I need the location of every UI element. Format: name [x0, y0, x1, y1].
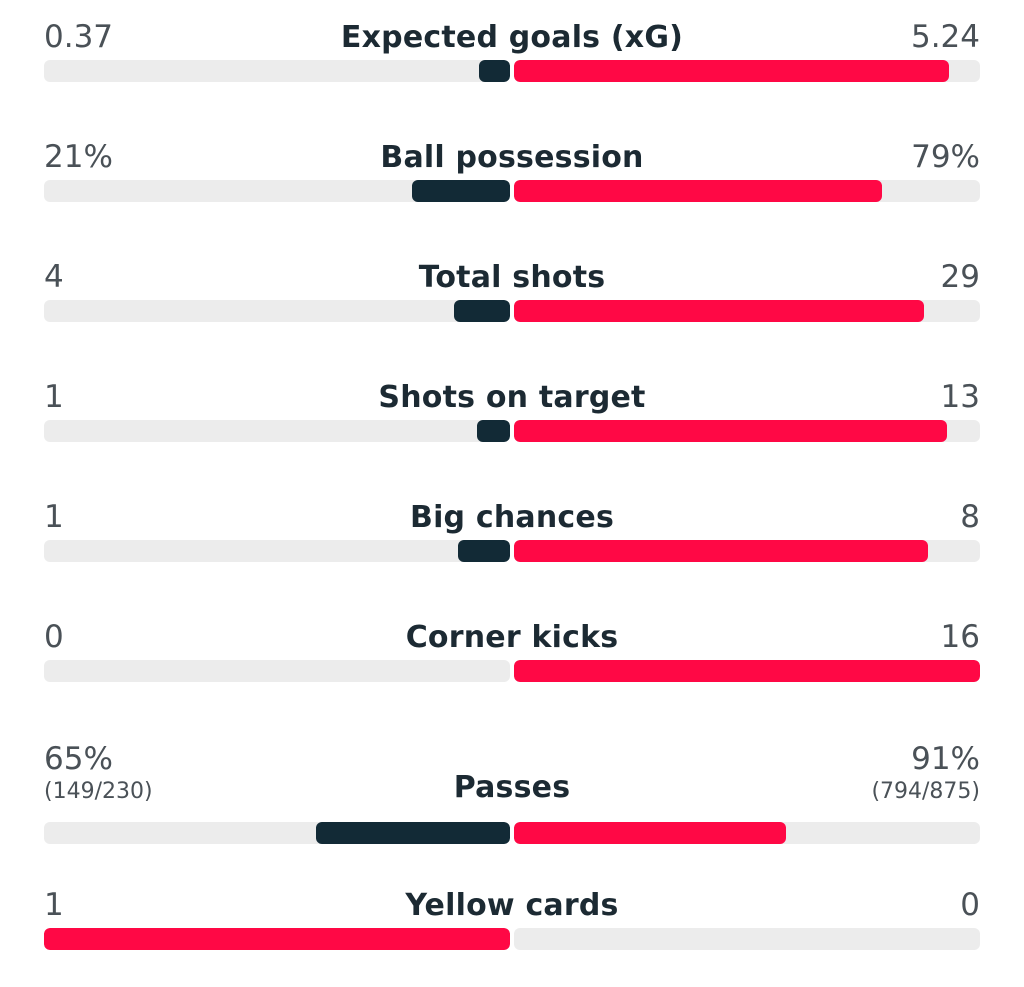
stat-label: Total shots [418, 260, 606, 295]
home-bar-fill [476, 420, 510, 442]
away-bar-track [514, 420, 980, 442]
away-value: 5.24 [910, 19, 980, 55]
stat-row-ball-possession: 21% Ball possession 79% [44, 120, 980, 202]
stat-row-shots-on-target: 1 Shots on target 13 [44, 360, 980, 442]
stat-label: Big chances [410, 500, 614, 535]
stat-label: Passes [453, 770, 571, 805]
stat-row-passes: 65% (149/230) Passes 91% (794/875) [44, 722, 980, 844]
home-value: 1 [44, 887, 64, 923]
away-bar-fill [514, 822, 786, 844]
away-value-detail: (794/875) [871, 779, 980, 805]
home-bar-track [44, 180, 510, 202]
away-value: 0 [960, 887, 980, 923]
stat-label: Ball possession [380, 140, 644, 175]
home-bar-track [44, 420, 510, 442]
away-bar-fill [514, 540, 929, 562]
home-value: 1 [44, 499, 64, 535]
stat-row-big-chances: 1 Big chances 8 [44, 480, 980, 562]
away-value: 79% [911, 139, 980, 175]
away-bar-fill [514, 300, 924, 322]
away-value: 8 [960, 499, 980, 535]
home-value: 1 [44, 379, 64, 415]
home-value-detail: (149/230) [44, 779, 153, 805]
away-bar-track [514, 928, 980, 950]
stat-label: Shots on target [378, 380, 646, 415]
home-value: 21% [44, 139, 113, 175]
away-value: 91% (794/875) [871, 742, 980, 804]
home-bar-fill [44, 928, 510, 950]
home-bar-fill [412, 180, 510, 202]
stat-row-corner-kicks: 0 Corner kicks 16 [44, 600, 980, 682]
away-bar-track [514, 300, 980, 322]
away-bar-track [514, 822, 980, 844]
home-bar-track [44, 300, 510, 322]
home-value: 4 [44, 259, 64, 295]
stat-label: Yellow cards [405, 888, 619, 923]
away-bar-track [514, 540, 980, 562]
away-value: 13 [940, 379, 980, 415]
home-value: 0 [44, 619, 64, 655]
away-bar-fill [514, 180, 883, 202]
stat-label: Corner kicks [405, 620, 619, 655]
stat-row-yellow-cards: 1 Yellow cards 0 [44, 868, 980, 950]
away-value: 29 [940, 259, 980, 295]
stat-row-total-shots: 4 Total shots 29 [44, 240, 980, 322]
home-bar-fill [458, 540, 510, 562]
home-bar-track [44, 928, 510, 950]
away-bar-fill [514, 60, 950, 82]
home-bar-track [44, 660, 510, 682]
away-bar-track [514, 180, 980, 202]
home-bar-track [44, 822, 510, 844]
away-value-primary: 91% [911, 741, 980, 777]
home-value: 65% (149/230) [44, 742, 153, 804]
away-value: 16 [940, 619, 980, 655]
home-bar-track [44, 540, 510, 562]
away-bar-track [514, 60, 980, 82]
home-bar-track [44, 60, 510, 82]
home-value: 0.37 [44, 19, 114, 55]
stat-label: Expected goals (xG) [340, 20, 684, 55]
home-value-primary: 65% [44, 741, 113, 777]
away-bar-fill [514, 420, 947, 442]
home-bar-fill [315, 822, 510, 844]
away-bar-track [514, 660, 980, 682]
home-bar-fill [453, 300, 510, 322]
home-bar-fill [479, 60, 510, 82]
away-bar-fill [514, 660, 980, 682]
stat-row-expected-goals: 0.37 Expected goals (xG) 5.24 [44, 0, 980, 82]
